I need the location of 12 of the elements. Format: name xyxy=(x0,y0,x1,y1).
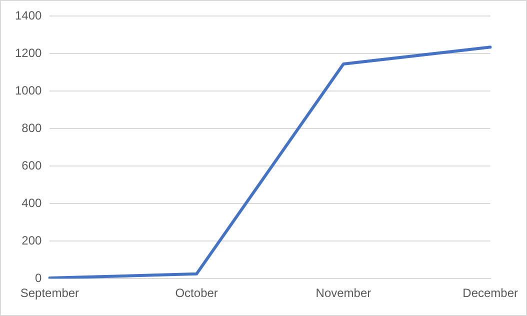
y-tick-label: 1400 xyxy=(14,8,42,23)
y-tick-label: 200 xyxy=(22,233,42,248)
x-tick-label: September xyxy=(20,286,80,300)
y-tick-label: 400 xyxy=(22,196,42,210)
y-tick-label: 1200 xyxy=(14,46,42,60)
x-tick-label: December xyxy=(462,286,518,300)
y-tick-label: 1000 xyxy=(14,83,42,98)
y-tick-label: 600 xyxy=(22,158,42,172)
x-tick-label: November xyxy=(316,286,372,300)
y-tick-label: 800 xyxy=(22,120,42,135)
x-tick-label: October xyxy=(175,286,218,300)
y-tick-label: 0 xyxy=(35,270,42,285)
